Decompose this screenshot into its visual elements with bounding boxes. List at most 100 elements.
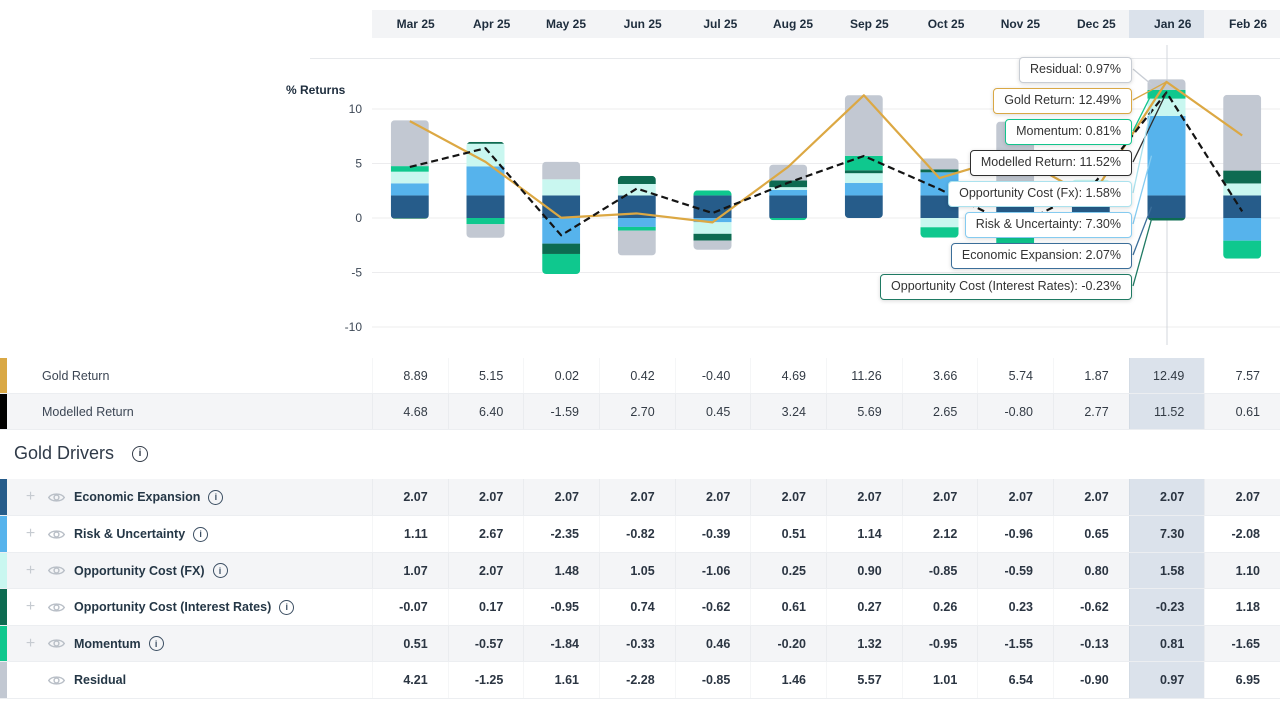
visibility-eye-icon[interactable]: [48, 564, 65, 577]
stacked-bar-feb-26[interactable]: [1223, 94, 1262, 259]
value-cell: 0.02: [523, 358, 599, 393]
value-cell: 8.89: [372, 358, 448, 393]
expand-icon[interactable]: +: [25, 525, 36, 542]
value-cell: 0.45: [674, 394, 751, 429]
driver-label-risk_uncertainty: Risk & Uncertainty: [74, 527, 186, 541]
value-cell: 2.12: [901, 516, 978, 552]
month-tab-dec-25[interactable]: Dec 25: [1077, 17, 1116, 31]
value-cell: 1.10: [1204, 553, 1280, 588]
month-tab-mar-25[interactable]: Mar 25: [396, 17, 435, 31]
value-cell: 2.07: [977, 479, 1053, 515]
value-cell: 1.58: [1128, 553, 1205, 588]
series-color-marker: [0, 662, 7, 698]
bar-segment: [844, 95, 883, 156]
info-icon[interactable]: i: [212, 563, 228, 578]
value-cell: -0.82: [598, 516, 675, 552]
info-icon[interactable]: i: [148, 636, 164, 651]
value-cell: 2.65: [901, 394, 978, 429]
driver-row-fx: + Opportunity Cost (FX) i 1.07 2.07 1.48 1.05-…: [0, 553, 1280, 589]
expand-icon[interactable]: +: [25, 598, 36, 615]
tooltip-economic_expansion: Economic Expansion: 2.07%: [950, 243, 1132, 269]
value-cell: 0.42: [598, 358, 675, 393]
stacked-bar-aug-25[interactable]: [769, 164, 808, 221]
visibility-eye-icon[interactable]: [48, 528, 65, 541]
expand-icon[interactable]: +: [25, 634, 36, 652]
info-icon[interactable]: i: [279, 599, 295, 615]
month-tab-may-25[interactable]: May 25: [545, 17, 587, 31]
month-tab-feb-26[interactable]: Feb 26: [1229, 17, 1268, 31]
value-cell: -1.59: [523, 394, 599, 429]
visibility-eye-icon[interactable]: [48, 637, 65, 650]
bar-segment: [1147, 218, 1186, 221]
value-cell: 2.07: [523, 479, 599, 515]
value-cell: -1.25: [447, 662, 524, 698]
bar-segment: [693, 190, 732, 196]
info-icon[interactable]: i: [132, 445, 149, 462]
month-tab-jul-25[interactable]: Jul 25: [703, 17, 738, 31]
bar-segment: [693, 240, 732, 250]
bar-segment: [542, 179, 581, 196]
value-cell: 1.11: [372, 516, 448, 552]
bar-segment: [466, 224, 505, 238]
bar-segment: [390, 218, 429, 219]
bar-segment: [466, 195, 505, 218]
value-cell: 3.24: [750, 394, 826, 429]
stacked-bar-apr-25[interactable]: [466, 141, 505, 238]
month-tab-oct-25[interactable]: Oct 25: [927, 17, 965, 31]
series-color-marker: [0, 626, 7, 661]
bar-segment: [390, 171, 429, 184]
tooltip-leader-line: [1132, 107, 1153, 194]
value-cell: 2.07: [750, 479, 826, 515]
bar-segment: [1147, 115, 1186, 196]
bar-segment: [466, 218, 505, 225]
chart-top-border: [310, 58, 1280, 59]
value-cell: 1.46: [750, 662, 826, 698]
month-tab-nov-25[interactable]: Nov 25: [1000, 17, 1041, 31]
month-tab-jan-26[interactable]: Jan 26: [1128, 10, 1205, 38]
month-tab-sep-25[interactable]: Sep 25: [850, 17, 889, 31]
value-cell: -1.55: [977, 626, 1053, 661]
series-color-marker: [0, 589, 7, 625]
bar-segment: [1223, 218, 1262, 241]
info-icon[interactable]: i: [208, 489, 224, 505]
bar-segment: [769, 164, 808, 181]
series-color-marker: [0, 516, 7, 552]
info-icon[interactable]: i: [193, 526, 209, 542]
value-cell: 2.07: [1204, 479, 1280, 515]
visibility-eye-icon[interactable]: [48, 491, 65, 504]
value-cell: 0.61: [750, 589, 826, 625]
modelled_return-row: Modelled Return 4.68 6.40 -1.59 2.70 0.45 3.24…: [0, 394, 1280, 430]
visibility-eye-icon[interactable]: [48, 674, 65, 687]
returns-attribution-chart: 10 5 0 -5 -10: [345, 45, 1280, 345]
expand-icon[interactable]: +: [25, 488, 36, 505]
month-tab-aug-25[interactable]: Aug 25: [773, 17, 814, 31]
stacked-bar-oct-25[interactable]: [920, 158, 959, 238]
tooltip-interest_rates: Opportunity Cost (Interest Rates): -0.23…: [880, 274, 1132, 300]
value-cell: 6.40: [447, 394, 524, 429]
month-tab-apr-25[interactable]: Apr 25: [472, 17, 511, 31]
value-cell: 0.27: [825, 589, 902, 625]
value-cell: 2.07: [1128, 479, 1205, 515]
tooltip-leader-line: [1132, 93, 1153, 132]
bar-segment: [844, 183, 883, 196]
y-axis-label: % Returns: [286, 83, 346, 97]
bar-segment: [920, 218, 959, 228]
bar-segment: [693, 195, 732, 218]
value-cell: 2.07: [825, 479, 902, 515]
month-tab-jun-25[interactable]: Jun 25: [623, 17, 662, 31]
bar-segment: [920, 227, 959, 238]
expand-icon[interactable]: +: [25, 561, 36, 579]
gold-return-line: [409, 80, 1243, 224]
stacked-bar-jul-25[interactable]: [693, 190, 732, 250]
tooltip-fx: Opportunity Cost (Fx): 1.58%: [948, 181, 1132, 207]
series-color-marker: [0, 479, 7, 515]
value-cell: -2.35: [523, 516, 599, 552]
stacked-bar-mar-25[interactable]: [390, 120, 429, 219]
bar-segment: [542, 253, 581, 275]
value-cell: 1.14: [825, 516, 902, 552]
tooltip-residual: Residual: 0.97%: [1018, 57, 1132, 83]
value-cell: 1.87: [1052, 358, 1129, 393]
value-cell: -0.39: [674, 516, 751, 552]
stacked-bar-may-25[interactable]: [542, 161, 581, 275]
visibility-eye-icon[interactable]: [48, 601, 65, 614]
